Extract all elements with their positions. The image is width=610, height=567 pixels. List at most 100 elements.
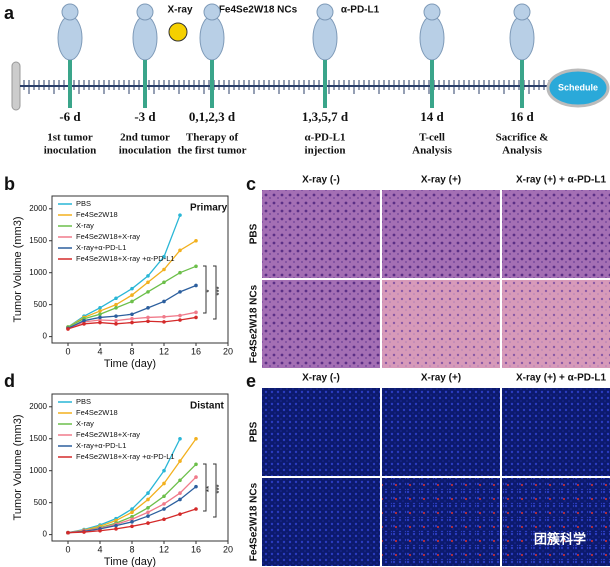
micrograph — [382, 190, 500, 278]
point — [178, 270, 182, 275]
x-tick-label: 12 — [159, 544, 169, 554]
point — [146, 491, 150, 495]
point — [162, 517, 166, 522]
point — [178, 313, 182, 318]
point — [162, 280, 166, 285]
tail — [210, 60, 214, 108]
point — [194, 310, 198, 315]
y-tick-label: 1000 — [29, 466, 47, 475]
point — [162, 481, 166, 486]
x-axis-label: Time (day) — [104, 556, 156, 567]
point — [66, 327, 70, 331]
column-header: X-ray (-) — [302, 373, 340, 384]
point — [146, 521, 150, 525]
x-tick-label: 20 — [223, 346, 233, 356]
micrograph — [262, 478, 380, 566]
point — [146, 319, 150, 324]
micrograph — [382, 280, 500, 368]
point — [162, 299, 166, 304]
ruler-end — [11, 61, 21, 111]
x-tick-label: 0 — [65, 346, 70, 356]
event-label: Analysis — [412, 145, 452, 157]
point — [194, 436, 198, 441]
panel-label: a — [4, 3, 15, 23]
micrograph — [262, 280, 380, 368]
event-label: 2nd tumor — [120, 132, 170, 144]
event-day: 14 d — [420, 109, 444, 124]
tail — [68, 60, 72, 108]
point — [98, 528, 102, 533]
sig-label: * — [205, 289, 214, 292]
event-label: injection — [305, 145, 346, 157]
point — [130, 312, 134, 317]
point — [146, 315, 150, 320]
point — [146, 280, 150, 285]
treatment-label: α-PD-L1 — [341, 5, 380, 16]
mouse — [132, 15, 158, 61]
point — [130, 299, 134, 304]
point — [98, 315, 102, 320]
event-day: -6 d — [59, 109, 81, 124]
point — [114, 318, 118, 323]
point — [146, 290, 150, 294]
point — [146, 306, 150, 310]
legend-label: Fe4Se2W18+X-ray +α-PD-L1 — [76, 452, 175, 461]
point — [114, 296, 118, 301]
legend-label: Fe4Se2W18+X-ray — [76, 232, 140, 241]
micrograph — [502, 388, 610, 476]
event-label: Sacrifice & — [496, 132, 549, 144]
chart-title: Distant — [190, 401, 225, 412]
mouse-head — [61, 3, 79, 21]
point — [130, 510, 134, 515]
y-tick-label: 0 — [43, 530, 48, 539]
y-axis-label: Tumor Volume (mm3) — [12, 217, 24, 323]
point — [178, 213, 182, 217]
event-label: inoculation — [119, 145, 172, 157]
y-tick-label: 1000 — [29, 268, 47, 277]
point — [98, 318, 102, 322]
point — [146, 505, 150, 510]
point — [114, 314, 118, 318]
point — [114, 306, 118, 310]
watermark: 团簇科学 — [534, 531, 586, 546]
point — [130, 520, 134, 524]
column-header: X-ray (+) — [421, 175, 461, 186]
row-header: Fe4Se2W18 NCs — [249, 482, 260, 561]
point — [162, 468, 166, 473]
chart-title: Primary — [190, 203, 228, 214]
y-tick-label: 500 — [34, 498, 48, 507]
mouse-head — [136, 3, 154, 21]
row-header: PBS — [249, 421, 260, 442]
mouse — [199, 15, 225, 61]
event-day: 16 d — [510, 109, 534, 124]
point — [82, 322, 86, 326]
mouse-head — [316, 3, 334, 21]
point — [114, 523, 118, 528]
point — [146, 510, 150, 515]
micrograph — [502, 478, 610, 566]
legend-label: Fe4Se2W18 — [76, 408, 118, 417]
badge-text: Schedule — [558, 82, 598, 92]
mouse — [509, 15, 535, 61]
point — [194, 507, 198, 511]
micrograph — [382, 388, 500, 476]
sig-label: *** — [215, 484, 224, 493]
point — [194, 475, 198, 479]
y-tick-label: 500 — [34, 300, 48, 309]
tail — [143, 60, 147, 108]
legend-label: PBS — [76, 397, 91, 406]
row-header: PBS — [249, 223, 260, 244]
panel-label: e — [246, 371, 256, 391]
point — [98, 312, 102, 317]
point — [162, 320, 166, 324]
point — [130, 517, 134, 522]
series-line — [67, 438, 181, 534]
point — [98, 309, 102, 313]
panel-label: c — [246, 174, 256, 194]
sig-bracket — [213, 463, 217, 518]
point — [130, 524, 134, 529]
point — [114, 302, 118, 307]
point — [146, 514, 150, 518]
legend-label: X-ray — [76, 221, 94, 230]
